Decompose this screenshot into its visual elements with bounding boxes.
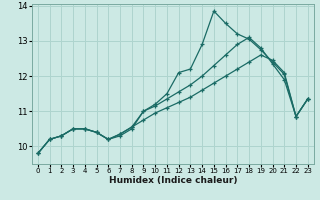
X-axis label: Humidex (Indice chaleur): Humidex (Indice chaleur) xyxy=(108,176,237,185)
